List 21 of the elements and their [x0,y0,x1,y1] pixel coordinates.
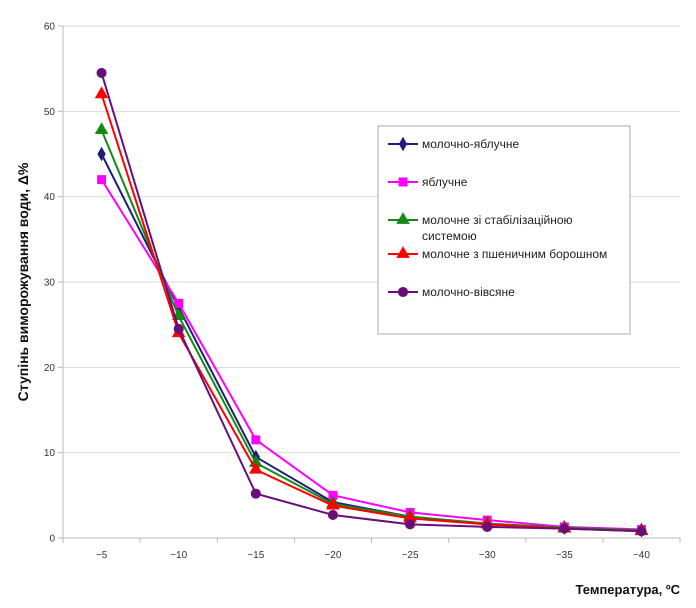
x-tick-label: −25 [402,550,419,561]
x-axis-title: Температура, ºС [575,582,681,597]
x-tick-label: −40 [632,550,650,561]
legend-label: молочно-яблучне [422,137,520,152]
y-axis-title: Ступінь виморожування води, Δ% [15,162,31,402]
y-tick-label: 30 [44,278,56,288]
x-tick-label: −5 [96,550,108,561]
y-tick-label: 60 [44,22,56,32]
x-tick-label: −10 [170,550,188,561]
x-tick-label: −15 [247,550,265,561]
legend-label: молочно-вівсяне [422,285,516,300]
y-tick-label: 20 [44,362,56,374]
x-tick-label: −20 [324,550,342,561]
y-tick-label: 0 [49,534,56,544]
y-tick-label: 40 [44,192,56,204]
legend-label: молочне з пшеничним борошном [422,247,608,262]
y-tick-label: 50 [44,106,56,118]
x-tick-label: −30 [478,550,496,561]
legend-label: яблучне [422,175,468,190]
x-tick-label: −35 [556,550,574,561]
y-tick-label: 10 [44,448,56,460]
